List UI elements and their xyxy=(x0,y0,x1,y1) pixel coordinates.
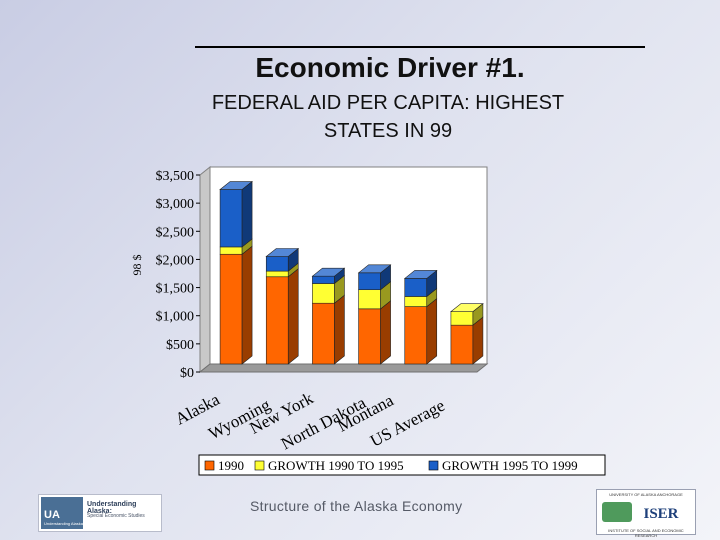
title-rule xyxy=(195,46,645,48)
y-tick-label: $3,500 xyxy=(156,169,195,184)
footer-title: Structure of the Alaska Economy xyxy=(250,498,463,514)
subtitle-line-2: STATES IN 99 xyxy=(323,120,453,142)
y-tick-label: $1,500 xyxy=(156,282,195,297)
legend-swatch xyxy=(204,460,215,471)
bar-segment xyxy=(358,289,381,310)
bar-segment-side xyxy=(287,268,299,365)
legend-label: 1990 xyxy=(218,458,244,473)
bar-segment xyxy=(312,275,335,284)
bar-segment-side xyxy=(241,245,253,365)
bar-segment xyxy=(404,306,428,365)
bar-segment-side xyxy=(426,297,438,365)
ua-mark-text: UA xyxy=(44,509,60,521)
y-tick-label: $0 xyxy=(180,366,194,381)
bar-segment xyxy=(219,253,243,365)
iser-logo-name: ISER xyxy=(643,506,679,522)
slide-title: Economic Driver #1. xyxy=(255,52,525,83)
understanding-alaska-logo: UA Understanding Alaska Understanding Al… xyxy=(38,494,162,532)
legend-label: GROWTH 1995 TO 1999 xyxy=(442,458,578,473)
bar-segment-side xyxy=(241,180,253,248)
ua-logo-name: Understanding Alaska: xyxy=(87,501,137,515)
bar-segment-top xyxy=(219,181,253,190)
bar-segment xyxy=(404,278,428,297)
bar-segment-top xyxy=(311,267,346,277)
chart-legend xyxy=(198,454,606,476)
bar-segment xyxy=(450,311,474,326)
legend-label: GROWTH 1990 TO 1995 xyxy=(268,458,404,473)
y-tick-label: $1,000 xyxy=(156,310,195,325)
bar-segment xyxy=(265,256,289,272)
subtitle-line-1: FEDERAL AID PER CAPITA: HIGHEST xyxy=(211,92,565,114)
legend-swatch xyxy=(428,460,439,471)
bar-segment-top xyxy=(265,248,300,257)
iser-logo-institute: INSTITUTE OF SOCIAL AND ECONOMIC RESEARC… xyxy=(608,528,684,538)
ua-mark-subtext: Understanding Alaska xyxy=(44,521,83,526)
bar-segment xyxy=(219,189,243,248)
bar-segment-top xyxy=(450,303,484,312)
legend-swatch xyxy=(254,460,265,471)
ua-mark: UA Understanding Alaska xyxy=(41,497,83,529)
bar-segment-side xyxy=(380,300,391,365)
y-tick-label: $500 xyxy=(166,338,194,353)
bar-segment xyxy=(265,270,289,278)
iser-logo: UNIVERSITY OF ALASKA ANCHORAGE ISER INST… xyxy=(596,489,696,538)
bar-segment xyxy=(312,302,335,365)
iser-logo-university: UNIVERSITY OF ALASKA ANCHORAGE xyxy=(609,492,683,497)
alaska-map-icon xyxy=(602,502,632,522)
bar-segment xyxy=(450,324,474,365)
y-tick-label: $2,500 xyxy=(156,225,195,240)
chart-floor xyxy=(198,363,489,373)
chart-side-wall xyxy=(199,165,211,374)
y-tick-label: $3,000 xyxy=(156,197,195,212)
y-tick-label: $2,000 xyxy=(156,253,195,268)
bar-segment-top xyxy=(357,264,392,274)
chart-back-wall xyxy=(209,166,488,365)
bar-segment xyxy=(312,283,335,304)
bar-segment xyxy=(404,296,428,307)
bar-segment-side xyxy=(334,294,345,365)
bar-segment xyxy=(358,308,381,365)
bar-segment xyxy=(265,276,289,365)
ua-logo-series: Special Economic Studies xyxy=(87,513,145,519)
y-axis-title: 98 $ xyxy=(130,255,144,276)
bar-segment-top xyxy=(403,270,438,279)
slide-subtitle: FEDERAL AID PER CAPITA: HIGHEST STATES I… xyxy=(150,89,626,145)
bar-segment xyxy=(358,272,381,291)
bar-segment xyxy=(219,246,243,255)
